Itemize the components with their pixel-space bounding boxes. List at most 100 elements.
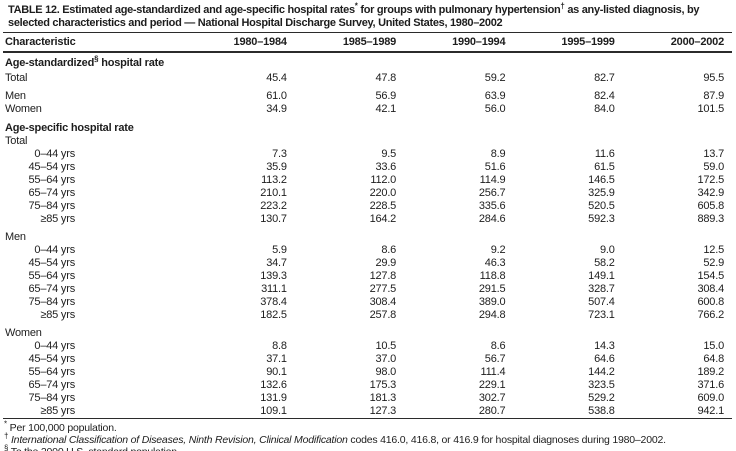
cell-value: 56.9 (375, 89, 397, 102)
table-row: ≥85 yrs 130.7 164.2 284.6 592.3 889.3 (3, 213, 732, 226)
cell-value: 95.5 (703, 71, 724, 84)
cell-value: 118.8 (479, 269, 506, 282)
cell-value (295, 135, 404, 148)
row-label: ≥85 yrs (3, 405, 186, 419)
cell-value: 308.4 (697, 282, 724, 295)
cell-value: 323.5 (588, 378, 615, 391)
row-label: 65–74 yrs (3, 283, 186, 296)
cell-value: 61.5 (594, 160, 615, 173)
table-row: 55–64 yrs 139.3 127.8 118.8 149.1 154.5 (3, 270, 732, 283)
cell-value: 220.0 (369, 186, 397, 199)
cell-value: 111.4 (480, 365, 506, 378)
cell-value (186, 231, 295, 244)
age-group-label: ≥85 yrs (40, 404, 75, 417)
cell-value (623, 135, 732, 148)
cell-value: 42.1 (375, 102, 397, 115)
table-row: 0–44 yrs 8.8 10.5 8.6 14.3 15.0 (3, 340, 732, 353)
section-superscript: § (94, 54, 99, 64)
table-row: 65–74 yrs 311.1 277.5 291.5 328.7 308.4 (3, 283, 732, 296)
row-label: 55–64 yrs (3, 174, 186, 187)
cell-value: 14.3 (594, 339, 615, 352)
cell-value: 61.0 (266, 89, 287, 102)
cell-value: 51.6 (484, 160, 506, 173)
age-group-label: 55–64 yrs (28, 173, 75, 186)
cell-value: 82.7 (594, 71, 615, 84)
cell-value: 9.5 (381, 147, 397, 160)
row-label: 45–54 yrs (3, 353, 186, 366)
cell-value: 46.3 (484, 256, 506, 269)
title-superscript: † (560, 1, 565, 11)
cell-value (513, 135, 622, 148)
cell-value: 139.3 (260, 269, 287, 282)
cell-value: 34.9 (266, 102, 287, 115)
cell-value: 87.9 (703, 89, 724, 102)
period-column-header: 1985–1989 (294, 31, 405, 53)
cell-value: 132.6 (260, 378, 287, 391)
period-column-header: 2000–2002 (622, 31, 732, 53)
cell-value: 113.2 (261, 173, 287, 186)
row-label: Total (5, 71, 28, 84)
cell-value: 10.5 (375, 339, 397, 352)
cell-value: 33.6 (375, 160, 397, 173)
cell-value: 8.9 (490, 147, 506, 160)
row-label: 75–84 yrs (3, 296, 186, 309)
cell-value: 52.9 (703, 256, 724, 269)
footnote-marker: * (4, 419, 7, 429)
cell-value: 378.4 (260, 295, 287, 308)
cell-value: 56.7 (484, 352, 506, 365)
table-row: 55–64 yrs 90.1 98.0 111.4 144.2 189.2 (3, 366, 732, 379)
cell-value: 59.2 (484, 71, 506, 84)
row-label: 45–54 yrs (3, 161, 186, 174)
cell-value: 15.0 (703, 339, 724, 352)
cell-value: 56.0 (484, 102, 506, 115)
cell-value: 256.7 (478, 186, 506, 199)
table-row: 45–54 yrs 34.7 29.9 46.3 58.2 52.9 (3, 257, 732, 270)
footnote-marker: § (4, 443, 9, 451)
cell-value: 90.1 (266, 365, 287, 378)
age-group-label: 45–54 yrs (28, 352, 75, 365)
cell-value: 8.6 (381, 243, 397, 256)
table-row: Women (3, 327, 732, 340)
age-group-label: 0–44 yrs (34, 339, 75, 352)
cell-value (513, 327, 622, 340)
cell-value (623, 231, 732, 244)
row-label: 55–64 yrs (3, 270, 186, 283)
cell-value: 35.9 (266, 160, 287, 173)
cell-value: 131.9 (260, 391, 287, 404)
age-group-label: 0–44 yrs (34, 243, 75, 256)
row-label: 0–44 yrs (3, 148, 186, 161)
period-column-header: 1980–1984 (185, 31, 295, 53)
row-label: Women (5, 102, 42, 115)
footnote: * Per 100,000 population. (4, 419, 117, 434)
row-label: 0–44 yrs (3, 340, 186, 353)
cell-value: 59.0 (703, 160, 724, 173)
period-column-header: 1990–1994 (404, 31, 514, 53)
cell-value: 29.9 (375, 256, 397, 269)
row-label: Women (5, 326, 42, 339)
cell-value: 181.3 (369, 391, 397, 404)
age-group-label: 45–54 yrs (28, 256, 75, 269)
age-group-label: ≥85 yrs (40, 212, 75, 225)
cell-value: 45.4 (266, 71, 287, 84)
cell-value: 328.7 (588, 282, 615, 295)
cell-value: 9.2 (490, 243, 506, 256)
cell-value: 127.8 (369, 269, 397, 282)
cell-value: 284.6 (478, 212, 506, 225)
cell-value: 64.6 (594, 352, 615, 365)
cell-value (186, 135, 295, 148)
cell-value: 127.3 (369, 404, 397, 417)
cell-value: 210.1 (260, 186, 287, 199)
table-row: 45–54 yrs 37.1 37.0 56.7 64.6 64.8 (3, 353, 732, 366)
age-group-label: 75–84 yrs (28, 391, 75, 404)
footnote: § To the 2000 U.S. standard population. (4, 443, 733, 451)
cell-value (186, 327, 295, 340)
cell-value: 149.1 (588, 269, 615, 282)
footnote: † International Classification of Diseas… (4, 431, 666, 446)
cell-value: 308.4 (369, 295, 397, 308)
cell-value: 146.5 (588, 173, 615, 186)
cell-value: 889.3 (697, 212, 724, 225)
cell-value: 291.5 (478, 282, 506, 295)
cell-value: 600.8 (697, 295, 724, 308)
cell-value (513, 231, 622, 244)
